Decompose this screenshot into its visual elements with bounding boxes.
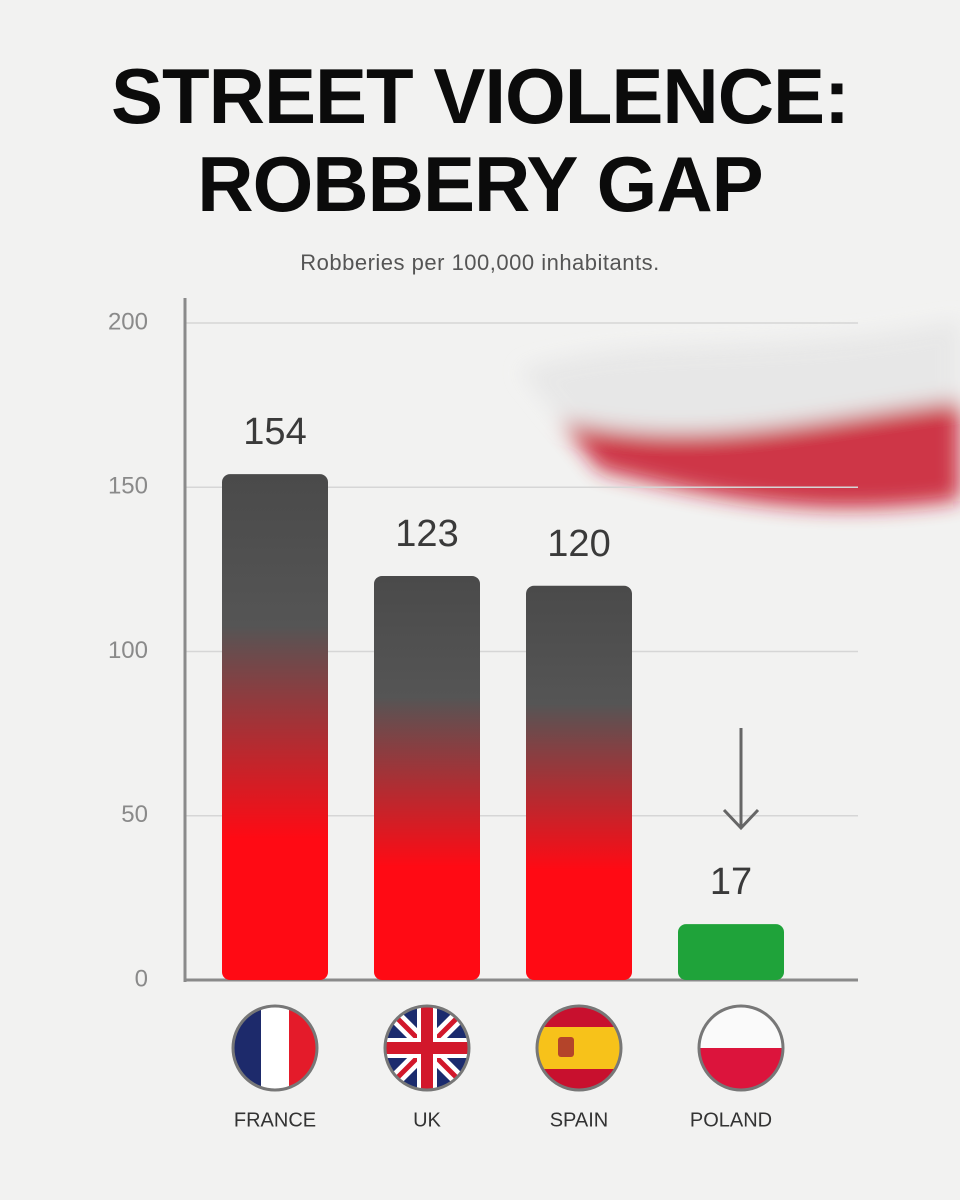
y-tick-label: 0 — [135, 965, 148, 992]
y-tick-label: 200 — [108, 308, 148, 335]
value-label: 120 — [547, 523, 610, 565]
x-tick-label: POLAND — [690, 1109, 772, 1131]
flag-borders — [231, 1004, 785, 1092]
flag-wave — [520, 320, 960, 509]
bar — [526, 585, 632, 980]
x-tick-label: SPAIN — [550, 1109, 609, 1131]
x-tick-label: FRANCE — [234, 1109, 316, 1131]
value-label: 154 — [243, 411, 306, 453]
bar — [678, 924, 784, 980]
bar — [374, 575, 480, 980]
value-label: 17 — [710, 861, 752, 903]
x-tick-label: UK — [413, 1109, 441, 1131]
y-tick-label: 50 — [121, 801, 148, 828]
flag-spain — [537, 1006, 621, 1090]
flag-france — [233, 1006, 317, 1090]
flag-uk — [385, 1006, 469, 1090]
value-label: 123 — [395, 513, 458, 555]
chart-subtitle: Robberies per 100,000 inhabitants. — [300, 250, 660, 275]
arrow — [722, 728, 760, 831]
y-tick-label: 100 — [108, 637, 148, 664]
bar — [222, 474, 328, 980]
chart-title: STREET VIOLENCE: ROBBERY GAP — [110, 52, 850, 228]
y-tick-label: 150 — [108, 473, 148, 500]
